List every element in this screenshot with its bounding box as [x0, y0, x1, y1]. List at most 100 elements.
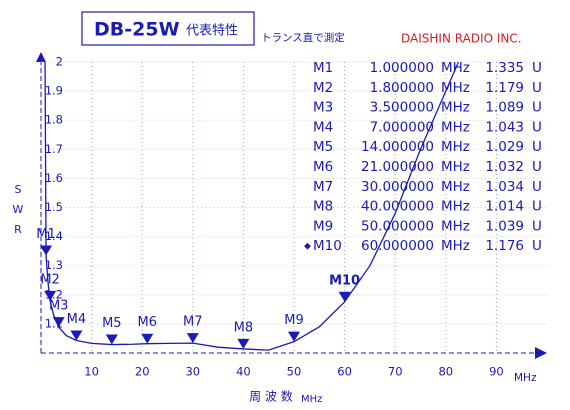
marker-label: M6: [138, 315, 158, 330]
y-tick-label: 1.3: [45, 258, 63, 272]
table-swr: 1.014: [485, 199, 524, 215]
table-freq: 21.000000: [361, 159, 434, 175]
table-freq-unit: MHz: [441, 139, 470, 155]
x-tick-label: 70: [388, 365, 403, 379]
x-tick-label: 20: [135, 365, 150, 379]
chart-title: DB-25W: [94, 19, 180, 41]
table-name: M5: [313, 139, 333, 155]
marker: [52, 317, 65, 328]
table-name: M4: [313, 119, 333, 135]
marker-label: M4: [67, 312, 87, 327]
table-swr: 1.039: [485, 218, 524, 234]
table-swr-unit: U: [532, 179, 542, 195]
table-swr-unit: U: [532, 218, 542, 234]
table-swr: 1.176: [485, 238, 524, 254]
x-tick-label: 40: [236, 365, 251, 379]
table-name: M1: [313, 60, 333, 76]
y-tick-label: 1.9: [45, 84, 63, 98]
marker-label: M10: [329, 273, 360, 288]
table-freq-unit: MHz: [441, 119, 470, 135]
table-freq: 60.000000: [361, 238, 434, 254]
table-freq-unit: MHz: [441, 80, 470, 96]
y-tick-label: 1.6: [45, 171, 63, 185]
marker: [105, 334, 118, 345]
x-axis-unit: MHz: [514, 372, 537, 384]
table-swr-unit: U: [532, 159, 542, 175]
x-tick-label: 90: [489, 365, 504, 379]
y-tick-label: 2: [56, 55, 63, 69]
y-label: W: [13, 203, 24, 216]
table-swr: 1.043: [485, 119, 524, 135]
table-name: M6: [313, 159, 333, 175]
y-tick-label: 1.8: [45, 113, 63, 127]
table-name: M8: [313, 199, 333, 215]
company: DAISHIN RADIO INC.: [401, 32, 522, 46]
marker: [186, 333, 199, 344]
table-freq-unit: MHz: [441, 199, 470, 215]
marker: [288, 331, 300, 342]
y-label: R: [14, 223, 22, 236]
x-tick-label: 60: [337, 365, 352, 379]
y-tick-label: 1.5: [45, 200, 63, 214]
table-freq: 1.800000: [370, 80, 434, 96]
table-swr-unit: U: [532, 238, 542, 254]
table-swr: 1.034: [485, 179, 524, 195]
swr-curve: [44, 61, 460, 351]
table-swr: 1.089: [485, 100, 524, 116]
marker: [237, 338, 250, 349]
table-swr-unit: U: [532, 199, 542, 215]
marker: [141, 333, 154, 344]
table-freq-unit: MHz: [441, 159, 470, 175]
marker-label: M8: [234, 320, 254, 335]
title-note: 代表特性: [186, 24, 238, 39]
table-freq: 40.000000: [361, 199, 434, 215]
table-freq: 14.000000: [361, 139, 434, 155]
y-arrow: [36, 52, 46, 62]
table-swr-unit: U: [532, 80, 542, 96]
x-unit: MHz: [301, 394, 322, 405]
active-dot: ◆: [304, 242, 311, 252]
marker: [44, 290, 57, 301]
table-name: M9: [313, 218, 333, 234]
table-freq-unit: MHz: [441, 179, 470, 195]
x-label: 周 波 数: [249, 389, 293, 404]
marker-label: M7: [183, 315, 203, 330]
table-freq-unit: MHz: [441, 238, 470, 254]
table-freq-unit: MHz: [441, 100, 470, 116]
table-freq: 50.000000: [361, 218, 434, 234]
table-freq: 30.000000: [361, 179, 434, 195]
y-label: S: [15, 183, 22, 196]
x-tick-label: 10: [84, 365, 99, 379]
marker-label: M2: [40, 272, 60, 287]
table-swr-unit: U: [532, 100, 542, 116]
table-swr: 1.335: [485, 60, 524, 76]
table-freq-unit: MHz: [441, 218, 470, 234]
title-box: [81, 11, 255, 46]
x-tick-label: 30: [185, 365, 200, 379]
table-swr-unit: U: [532, 119, 542, 135]
table-swr: 1.029: [485, 139, 524, 155]
table-name: M7: [313, 179, 333, 195]
marker: [70, 330, 83, 341]
marker-label: M1: [36, 227, 56, 242]
y-tick-label: 1.7: [45, 142, 63, 156]
table-swr: 1.179: [485, 80, 524, 96]
x-arrow: [535, 347, 547, 359]
subtitle: トランス直で測定: [261, 31, 345, 44]
table-swr: 1.032: [485, 159, 524, 175]
table-name: M10: [313, 238, 342, 254]
table-freq: 3.500000: [370, 100, 434, 116]
table-name: M3: [313, 100, 333, 116]
table-name: M2: [313, 80, 333, 96]
marker-label: M5: [102, 316, 122, 331]
table-freq: 1.000000: [370, 60, 434, 76]
marker: [338, 291, 351, 302]
x-tick-label: 50: [287, 365, 302, 379]
x-tick-label: 80: [438, 365, 453, 379]
marker-label: M9: [284, 313, 304, 328]
table-freq: 7.000000: [370, 119, 434, 135]
y-tick-label: 1.4: [45, 229, 63, 243]
marker: [40, 245, 53, 256]
table-freq-unit: MHz: [441, 60, 470, 76]
